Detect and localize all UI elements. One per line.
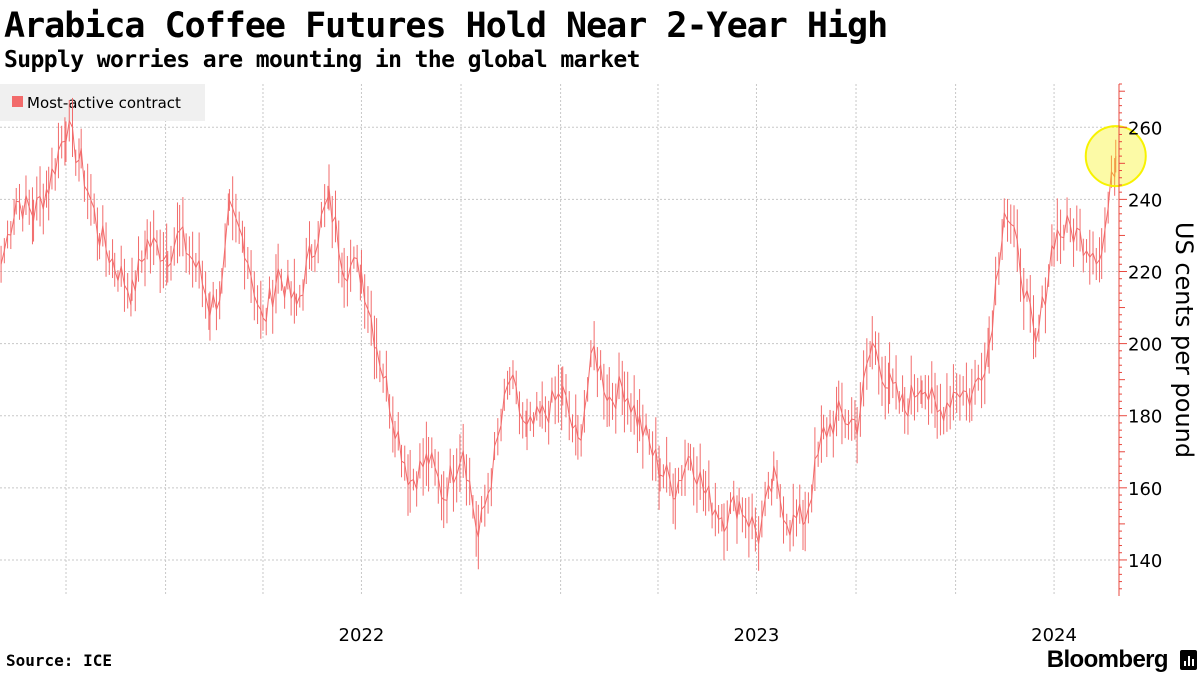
highlight-circle [1084,125,1147,188]
y-axis-label: US cents per pound [1170,222,1198,458]
x-tick-label: 2024 [1031,625,1077,646]
y-tick-label: 160 [1128,479,1162,500]
chart-title: Arabica Coffee Futures Hold Near 2-Year … [4,6,888,46]
x-gridlines [65,84,1055,596]
y-tick-label: 260 [1128,118,1162,139]
series-line [0,120,1117,544]
y-tick-label: 140 [1128,551,1162,572]
y-tick-label: 200 [1128,335,1162,356]
legend-swatch [12,96,23,107]
x-axis: 2022 2023 2024 [339,625,1077,646]
y-gridlines [0,126,1119,561]
y-axis: 140 160 180 200 220 240 260 [1118,83,1162,596]
y-tick-label: 240 [1128,190,1162,211]
series-most-active-contract [0,97,1117,571]
y-tick-label: 220 [1128,262,1162,283]
y-tick-label: 180 [1128,407,1162,428]
source-note: Source: ICE [6,651,112,670]
x-tick-label: 2022 [339,625,385,646]
x-tick-label: 2023 [734,625,780,646]
chart-subtitle: Supply worries are mounting in the globa… [4,47,640,73]
bloomberg-bars-icon [1180,650,1197,670]
bloomberg-logo: Bloomberg [1046,646,1169,673]
legend: Most-active contract [0,84,205,121]
legend-background [0,84,205,121]
legend-label: Most-active contract [27,94,181,112]
highlight-marker [1084,125,1147,188]
